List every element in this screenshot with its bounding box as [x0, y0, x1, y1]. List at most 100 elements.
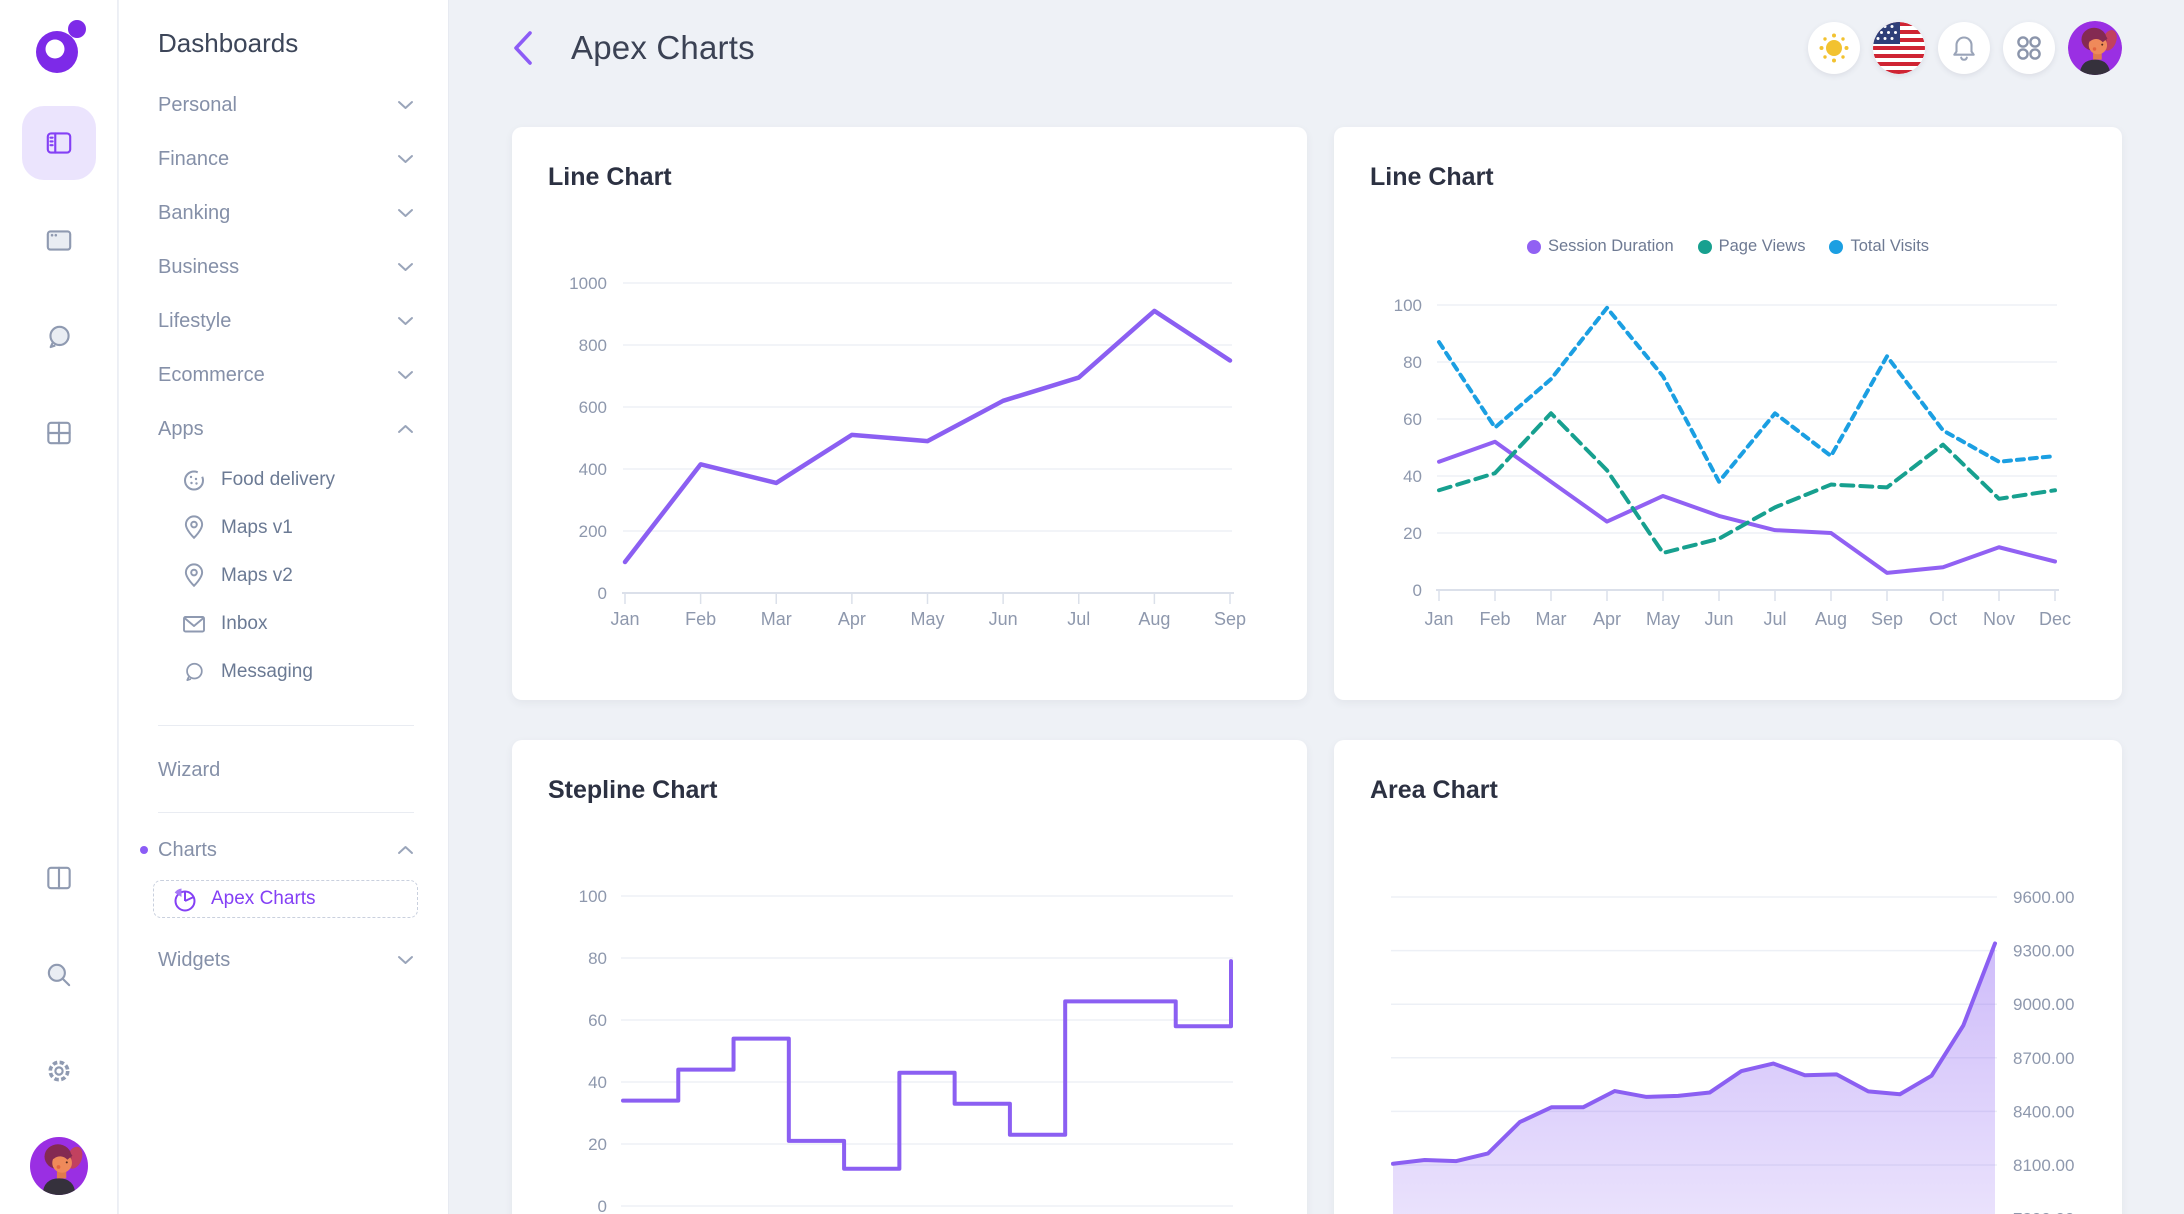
gear-icon: [47, 1060, 70, 1082]
svg-text:Apr: Apr: [1593, 609, 1621, 629]
pie-chart-icon: [174, 888, 196, 911]
sidebar-item-messaging[interactable]: Messaging: [158, 648, 414, 696]
area-chart-card: Area Chart 9600.00 9300.00 9000.00 8700.00 8…: [1334, 740, 2122, 1214]
svg-text:8100.00: 8100.00: [2013, 1156, 2074, 1175]
svg-text:0: 0: [598, 584, 607, 603]
rail-item-split-view[interactable]: [43, 862, 75, 894]
rail-item-dashboard[interactable]: [21, 106, 96, 180]
legend-dot: [1526, 239, 1541, 254]
svg-text:Feb: Feb: [1479, 609, 1510, 629]
sidebar-item-charts[interactable]: Charts: [158, 823, 414, 877]
sidebar-layout-icon: [46, 132, 71, 154]
svg-text:0: 0: [598, 1197, 607, 1214]
sidebar-item-inbox[interactable]: Inbox: [158, 600, 414, 648]
legend-label: Total Visits: [1850, 237, 1930, 255]
svg-text:20: 20: [588, 1135, 607, 1154]
page-title: Apex Charts: [571, 29, 755, 66]
svg-text:80: 80: [1403, 353, 1422, 372]
chevron-down-icon: [398, 263, 413, 271]
stepline-chart: 0 20 40 60 80 100: [579, 887, 1233, 1214]
chevron-down-icon: [398, 371, 413, 379]
sidebar-item-wizard[interactable]: Wizard: [158, 758, 221, 781]
chevron-down-icon: [398, 209, 413, 217]
chevron-up-icon: [398, 425, 413, 433]
sidebar-item-personal[interactable]: Personal: [158, 78, 414, 132]
svg-text:40: 40: [588, 1073, 607, 1092]
cookie-icon: [184, 469, 205, 491]
chevron-down-icon: [398, 101, 413, 109]
rail-item-search[interactable]: [43, 959, 75, 991]
sidebar-item-ecommerce[interactable]: Ecommerce: [158, 348, 414, 402]
sidebar-item-maps-v2[interactable]: Maps v2: [158, 552, 414, 600]
header-actions: [1808, 21, 2122, 75]
svg-text:200: 200: [579, 522, 607, 541]
legend-item[interactable]: Total Visits: [1829, 237, 1929, 256]
search-icon: [47, 963, 70, 987]
svg-text:1000: 1000: [569, 274, 607, 293]
legend-item[interactable]: Page Views: [1697, 237, 1806, 256]
sidebar-item-business[interactable]: Business: [158, 240, 414, 294]
area-chart: 9600.00 9300.00 9000.00 8700.00 8400.00 8100.…: [1391, 888, 2074, 1214]
chat-bubble-icon: [48, 325, 70, 349]
avatar: [30, 1137, 88, 1195]
legend-label: Page Views: [1718, 237, 1806, 255]
svg-text:Aug: Aug: [1138, 609, 1170, 629]
svg-text:Jan: Jan: [610, 609, 639, 629]
sidebar-item-food-delivery[interactable]: Food delivery: [158, 456, 414, 504]
legend-dot: [1829, 239, 1844, 254]
main-content: Apex Charts: [449, 0, 2184, 1214]
icon-rail: [0, 0, 118, 1214]
svg-text:9600.00: 9600.00: [2013, 888, 2074, 907]
rail-item-grid[interactable]: [43, 417, 75, 449]
sun-icon: [1819, 33, 1849, 63]
apps-menu-button[interactable]: [2003, 22, 2055, 74]
sidebar-item-widgets[interactable]: Widgets: [158, 933, 414, 987]
chevron-left-icon: [514, 31, 532, 65]
split-columns-icon: [46, 866, 71, 890]
sidebar-item-maps-v1[interactable]: Maps v1: [158, 504, 414, 552]
svg-text:20: 20: [1403, 524, 1422, 543]
app-logo[interactable]: [30, 18, 88, 78]
chevron-up-icon: [398, 846, 413, 854]
sidebar-menu: Dashboards Personal Finance Banking Busi…: [119, 0, 449, 1214]
svg-text:100: 100: [579, 887, 607, 906]
svg-text:9000.00: 9000.00: [2013, 995, 2074, 1014]
svg-text:8700.00: 8700.00: [2013, 1049, 2074, 1068]
theme-toggle-button[interactable]: [1808, 22, 1860, 74]
sidebar-item-banking[interactable]: Banking: [158, 186, 414, 240]
language-button[interactable]: [1873, 22, 1925, 74]
svg-text:400: 400: [579, 460, 607, 479]
svg-text:Sep: Sep: [1871, 609, 1903, 629]
us-flag-icon: [1873, 22, 1925, 74]
sidebar-item-lifestyle[interactable]: Lifestyle: [158, 294, 414, 348]
svg-text:Nov: Nov: [1983, 609, 2015, 629]
cards-grid: Line Chart 0 200 400 600 800 1000 Jan Feb Mar Apr…: [449, 96, 2184, 1214]
svg-text:9300.00: 9300.00: [2013, 942, 2074, 961]
envelope-icon: [183, 616, 205, 633]
svg-text:7800.00: 7800.00: [2013, 1210, 2074, 1214]
line-chart: 0 200 400 600 800 1000 Jan Feb Mar Apr May Jun Jul Au…: [569, 274, 1246, 629]
back-button[interactable]: [512, 31, 542, 65]
menu-divider: [158, 725, 414, 726]
rail-item-window[interactable]: [43, 224, 75, 256]
svg-text:60: 60: [1403, 410, 1422, 429]
sidebar-item-finance[interactable]: Finance: [158, 132, 414, 186]
user-menu-button[interactable]: [2068, 21, 2122, 75]
svg-text:Mar: Mar: [761, 609, 792, 629]
svg-text:May: May: [1646, 609, 1680, 629]
notifications-button[interactable]: [1938, 22, 1990, 74]
legend-item[interactable]: Session Duration: [1526, 237, 1674, 256]
chevron-down-icon: [398, 155, 413, 163]
svg-text:Jun: Jun: [1704, 609, 1733, 629]
sidebar-item-apps[interactable]: Apps: [158, 402, 414, 456]
page-header: Apex Charts: [449, 0, 2184, 96]
svg-text:Apr: Apr: [838, 609, 866, 629]
rail-item-settings[interactable]: [43, 1055, 75, 1087]
map-pin-icon: [184, 515, 204, 540]
avatar: [2068, 21, 2122, 75]
sidebar-item-apex-charts[interactable]: Apex Charts: [153, 880, 418, 918]
app-window-icon: [46, 230, 71, 251]
card-title: Line Chart: [548, 163, 672, 191]
rail-item-chat[interactable]: [43, 321, 75, 353]
rail-user-avatar[interactable]: [30, 1137, 88, 1195]
